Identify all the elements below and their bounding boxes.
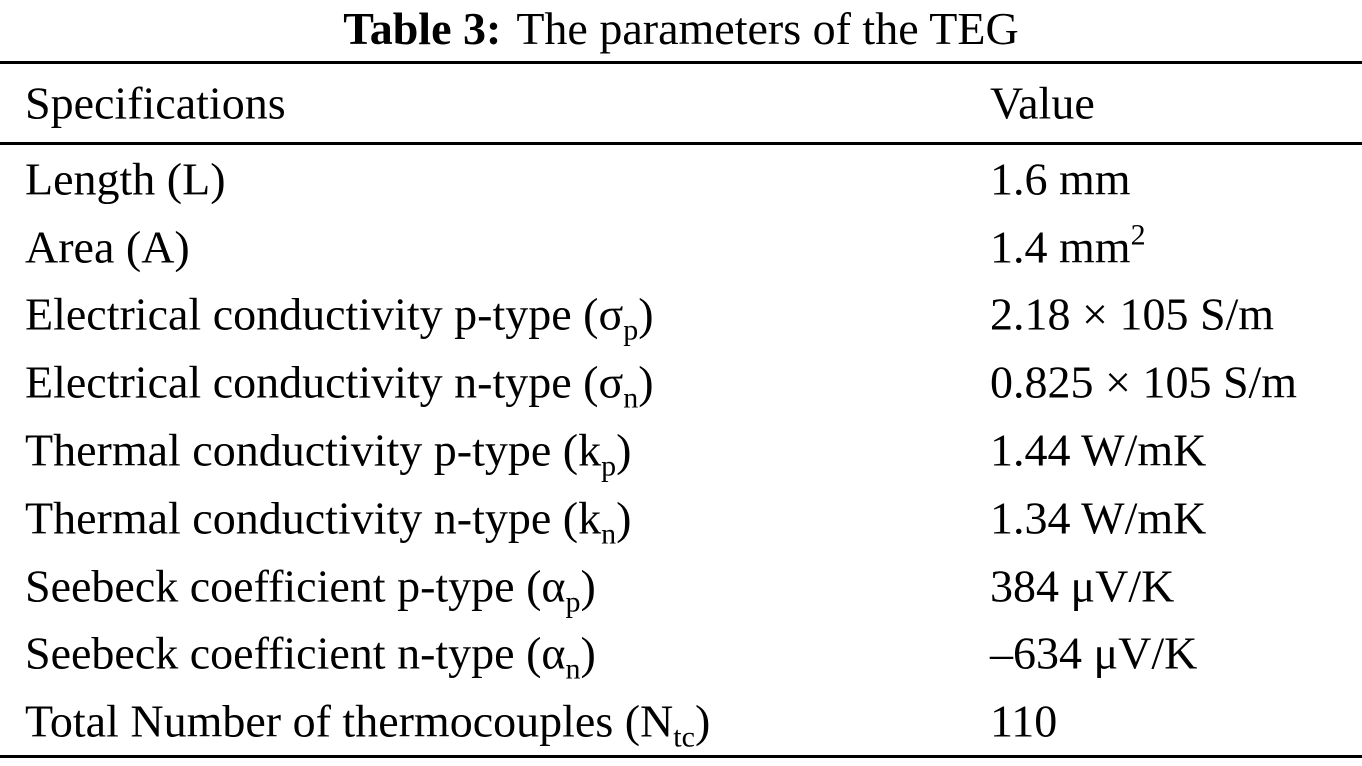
value-cell: 1.6 mm [990, 153, 1131, 205]
value-cell: 110 [990, 695, 1058, 747]
spec-cell: Thermal conductivity p-type (kp) [25, 424, 632, 483]
top-rule [0, 61, 1362, 64]
bottom-rule [0, 755, 1362, 758]
spec-cell: Electrical conductivity n-type (σn) [25, 356, 654, 415]
table-row: Area (A) 1.4 mm2 [0, 213, 1362, 281]
value-cell: 2.18 × 105 S/m [990, 288, 1275, 340]
table-row: Electrical conductivity n-type (σn) 0.82… [0, 348, 1362, 416]
spec-cell: Thermal conductivity n-type (kn) [25, 492, 632, 551]
table-body: Length (L) 1.6 mm Area (A) 1.4 mm2 Elect… [0, 145, 1362, 755]
value-cell: –634 μV/K [990, 627, 1198, 679]
table-header-row: Specifications Value [0, 64, 1362, 142]
spec-cell: Total Number of thermocouples (Ntc) [25, 695, 711, 754]
table-row: Seebeck coefficient p-type (αp) 384 μV/K [0, 552, 1362, 620]
header-rule [0, 142, 1362, 145]
value-cell: 1.44 W/mK [990, 424, 1207, 476]
value-cell: 1.34 W/mK [990, 492, 1207, 544]
table-caption-label: Table 3: [343, 3, 502, 54]
spec-cell: Area (A) [25, 221, 190, 273]
table-caption: Table 3: The parameters of the TEG [0, 2, 1362, 55]
spec-cell: Seebeck coefficient n-type (αn) [25, 627, 596, 686]
table-row: Thermal conductivity p-type (kp) 1.44 W/… [0, 416, 1362, 484]
spec-cell: Electrical conductivity p-type (σp) [25, 288, 654, 347]
table-caption-text: The parameters of the TEG [516, 3, 1019, 54]
table-row: Total Number of thermocouples (Ntc) 110 [0, 687, 1362, 755]
table-row: Thermal conductivity n-type (kn) 1.34 W/… [0, 484, 1362, 552]
spec-cell: Seebeck coefficient p-type (αp) [25, 560, 596, 619]
header-specifications: Specifications [25, 77, 286, 129]
value-cell: 0.825 × 105 S/m [990, 356, 1298, 408]
spec-cell: Length (L) [25, 153, 226, 205]
table-row: Seebeck coefficient n-type (αn) –634 μV/… [0, 620, 1362, 688]
value-cell: 1.4 mm2 [990, 218, 1146, 273]
table-row: Electrical conductivity p-type (σp) 2.18… [0, 281, 1362, 349]
header-value: Value [990, 77, 1095, 129]
value-cell: 384 μV/K [990, 560, 1175, 612]
table-row: Length (L) 1.6 mm [0, 145, 1362, 213]
